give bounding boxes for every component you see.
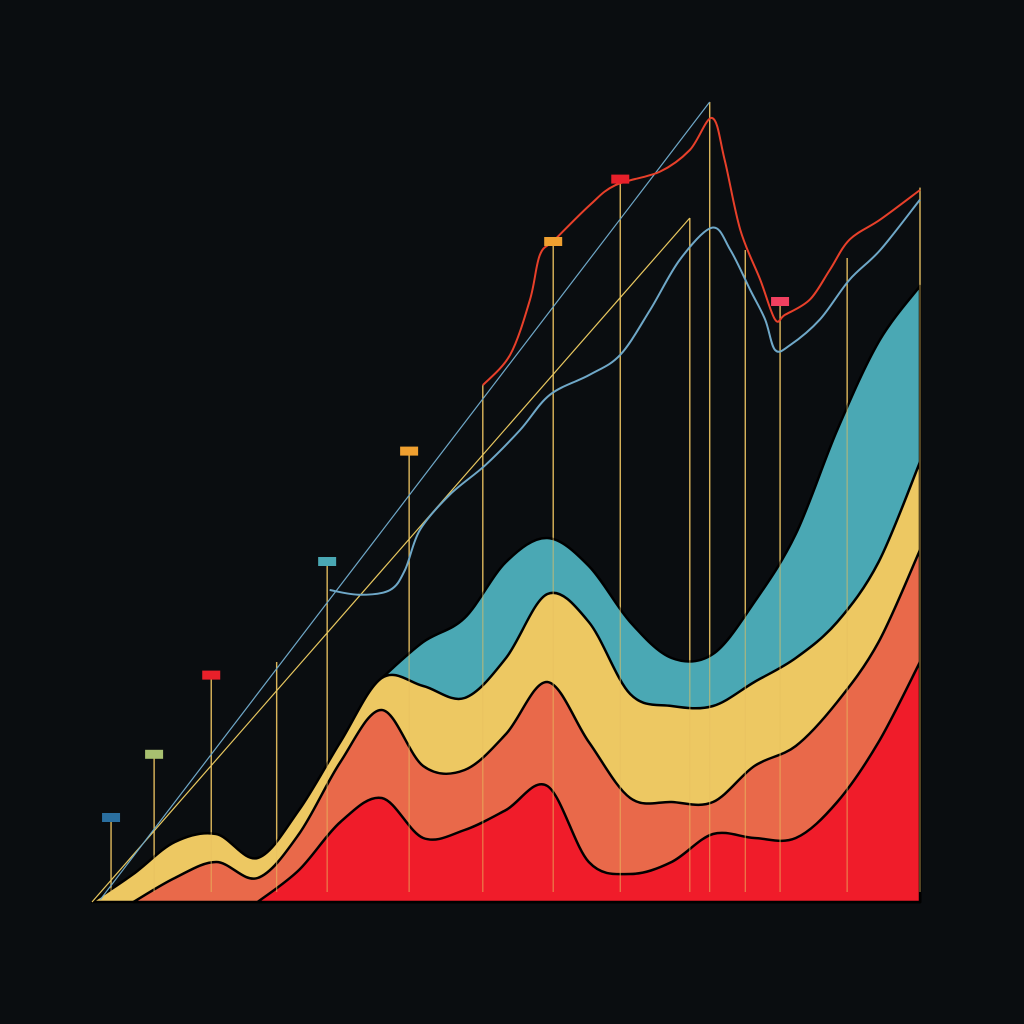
flag: [771, 297, 790, 306]
flag: [145, 749, 164, 759]
line: [99, 101, 711, 900]
flag: [544, 237, 563, 246]
area: [90, 460, 922, 904]
line: [482, 117, 921, 386]
area: [132, 548, 922, 904]
line: [91, 217, 691, 903]
flag: [102, 813, 121, 822]
flag: [202, 670, 221, 680]
flag: [611, 174, 630, 184]
area: [256, 660, 922, 904]
flag: [400, 446, 419, 456]
flag: [318, 557, 337, 566]
line: [329, 198, 921, 596]
